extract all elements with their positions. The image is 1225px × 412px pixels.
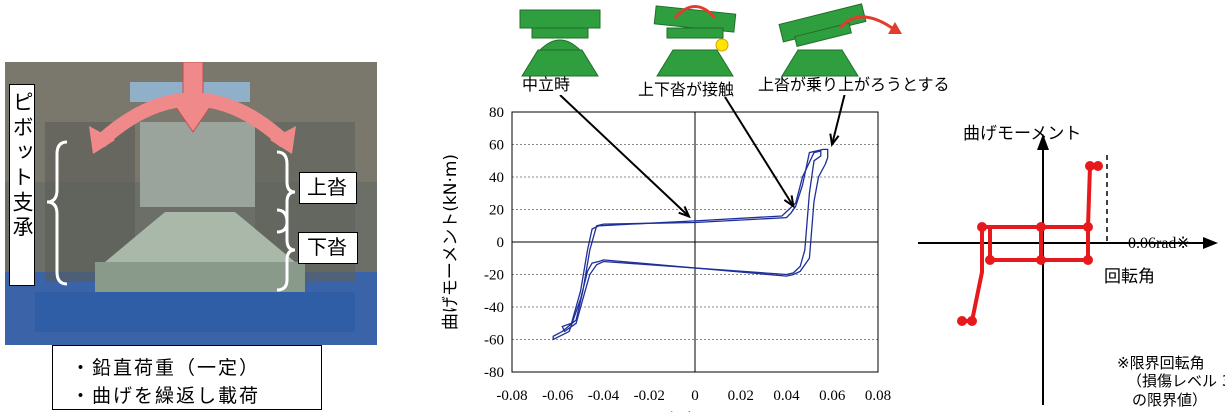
schematic-point: [977, 222, 987, 232]
upper-shoe-label: 上沓: [299, 172, 357, 204]
note-line-2: （損傷レベル 3: [1127, 372, 1225, 390]
caption-line-1: ・鉛直荷重（一定）: [71, 357, 261, 379]
neutral-state-icon: [519, 9, 601, 77]
loading-condition-caption: ・鉛直荷重（一定） ・曲げを繰返し載荷: [52, 345, 322, 410]
arrow-head: [783, 195, 795, 209]
x-tick-label: -0.02: [634, 388, 665, 404]
schematic-ylabel: 曲げモーメント: [963, 124, 1082, 144]
note-line-3: の限界値）: [1132, 391, 1208, 409]
x-tick-label: 0.02: [728, 388, 754, 404]
x-tick-label: -0.08: [496, 388, 527, 404]
arrow-head: [678, 206, 691, 219]
arrow-head: [829, 133, 840, 147]
x-axis-label: 回転角(rad): [651, 410, 738, 412]
pivot-bearing-label: ピボット支承: [9, 84, 35, 286]
schematic-point: [1085, 161, 1095, 171]
hysteresis-loop-line: [552, 148, 829, 341]
bearing-state-icons: [519, 3, 902, 77]
y-tick-label: -20: [484, 268, 504, 284]
state-label-uplift: 上沓が乗り上がろうとする: [758, 75, 950, 94]
y-tick-label: -60: [484, 333, 504, 349]
schematic-x-arrow: [1203, 237, 1218, 249]
schematic-diagram: [918, 134, 1218, 405]
y-tick-label: -40: [484, 300, 504, 316]
schematic-xlabel: 回転角: [1104, 267, 1155, 287]
x-tick-label: -0.04: [588, 388, 620, 404]
state-label-contact: 上下沓が接触: [638, 80, 735, 99]
schematic-upper-branch: [962, 164, 1098, 323]
schematic-point: [1036, 222, 1046, 232]
hysteresis-chart: 80 60 40 20 0 -20 -40 -60 -80 -0.08 -0.06 -0.04 -0.0…: [441, 95, 891, 412]
schematic-point: [1036, 255, 1046, 265]
schematic-point: [967, 316, 977, 326]
y-tick-label: 40: [489, 170, 504, 186]
schematic-y-arrow: [1037, 134, 1049, 150]
y-tick-label: 60: [489, 138, 504, 154]
lower-shoe-label: 下沓: [298, 232, 358, 264]
y-tick-label: 20: [489, 203, 504, 219]
y-tick-label: -80: [484, 365, 504, 381]
annotation-arrow: [724, 96, 795, 207]
y-tick-label: 0: [497, 235, 505, 251]
uplift-state-icon: [778, 3, 902, 77]
x-tick-label: 0.06: [819, 388, 846, 404]
hysteresis-loop-line: [561, 150, 822, 333]
schematic-point: [985, 255, 995, 265]
annotation-arrow: [831, 95, 846, 145]
y-tick-label: 80: [489, 105, 504, 121]
schematic-lower-branch: [982, 225, 1090, 262]
x-tick-label: 0: [691, 388, 699, 404]
y-axis-label: 曲げモーメント(kN·m): [441, 154, 461, 330]
schematic-point: [957, 316, 967, 326]
x-tick-label: 0.04: [773, 388, 800, 404]
critical-angle-label: 0.06rad※: [1128, 235, 1190, 252]
state-label-neutral: 中立時: [522, 75, 571, 94]
contact-state-icon: [653, 5, 737, 77]
schematic-point: [1083, 222, 1093, 232]
annotation-arrow: [559, 95, 690, 218]
caption-line-2: ・曲げを繰返し載荷: [71, 385, 261, 407]
schematic-point: [1093, 161, 1103, 171]
x-tick-label: -0.06: [542, 388, 574, 404]
schematic-point: [1083, 255, 1093, 265]
x-tick-label: 0.08: [865, 388, 891, 404]
note-line-1: ※限界回転角: [1117, 354, 1205, 372]
